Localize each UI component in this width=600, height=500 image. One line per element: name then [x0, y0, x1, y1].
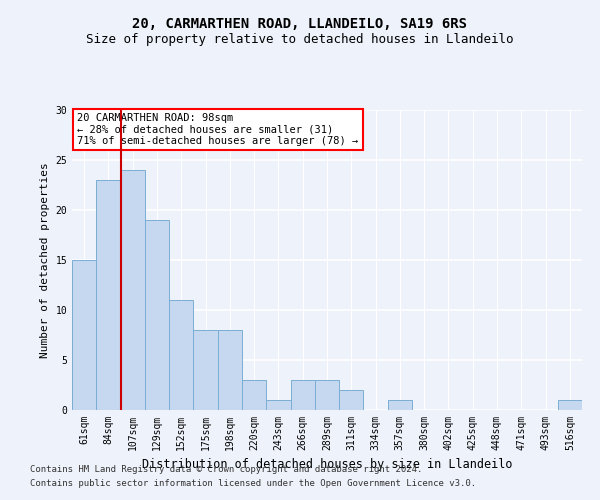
Text: Size of property relative to detached houses in Llandeilo: Size of property relative to detached ho…: [86, 32, 514, 46]
Text: Contains HM Land Registry data © Crown copyright and database right 2024.: Contains HM Land Registry data © Crown c…: [30, 466, 422, 474]
Bar: [218, 330, 242, 410]
X-axis label: Distribution of detached houses by size in Llandeilo: Distribution of detached houses by size …: [142, 458, 512, 471]
Text: Contains public sector information licensed under the Open Government Licence v3: Contains public sector information licen…: [30, 479, 476, 488]
Bar: [193, 330, 218, 410]
Bar: [290, 380, 315, 410]
Bar: [242, 380, 266, 410]
Bar: [315, 380, 339, 410]
Bar: [558, 400, 582, 410]
Y-axis label: Number of detached properties: Number of detached properties: [40, 162, 50, 358]
Bar: [145, 220, 169, 410]
Text: 20 CARMARTHEN ROAD: 98sqm
← 28% of detached houses are smaller (31)
71% of semi-: 20 CARMARTHEN ROAD: 98sqm ← 28% of detac…: [77, 113, 358, 146]
Bar: [339, 390, 364, 410]
Bar: [169, 300, 193, 410]
Bar: [266, 400, 290, 410]
Bar: [72, 260, 96, 410]
Bar: [121, 170, 145, 410]
Text: 20, CARMARTHEN ROAD, LLANDEILO, SA19 6RS: 20, CARMARTHEN ROAD, LLANDEILO, SA19 6RS: [133, 18, 467, 32]
Bar: [388, 400, 412, 410]
Bar: [96, 180, 121, 410]
